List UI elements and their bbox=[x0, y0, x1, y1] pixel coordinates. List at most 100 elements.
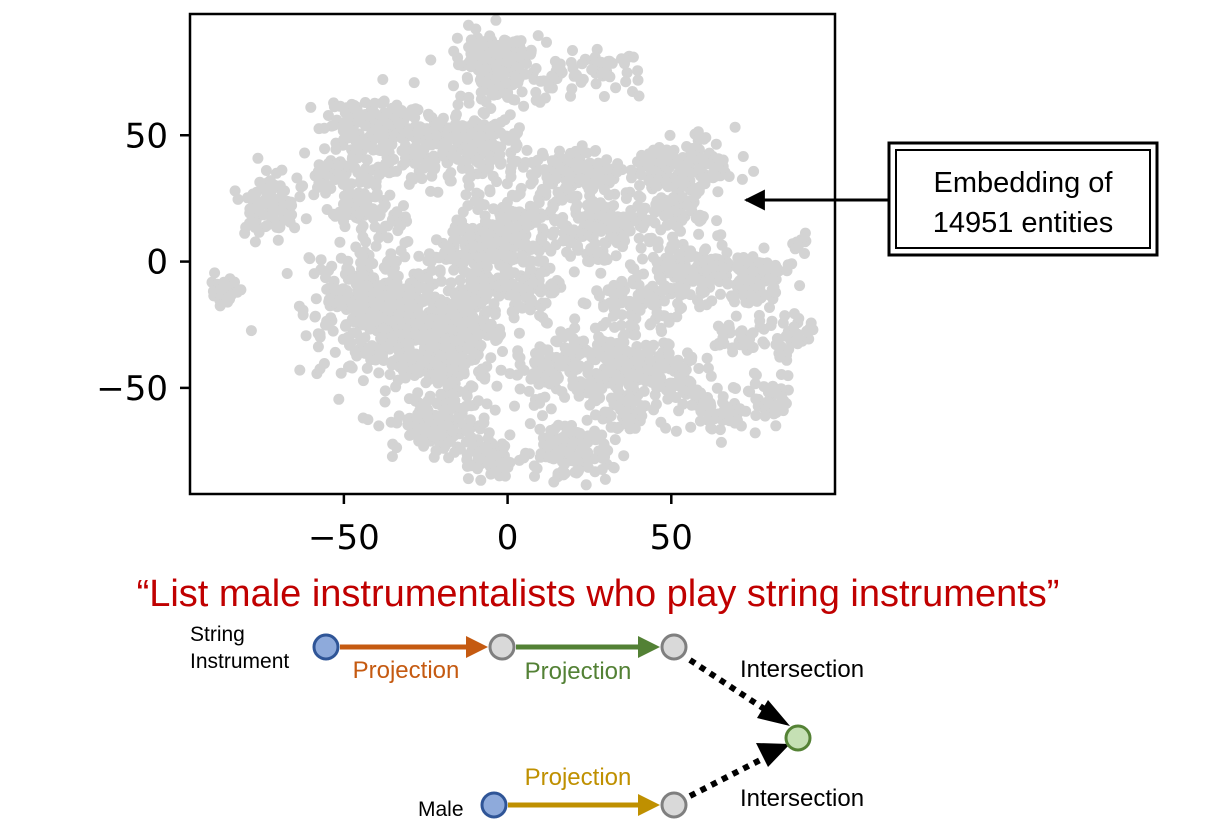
scatter-point bbox=[416, 173, 428, 185]
scatter-point bbox=[637, 253, 648, 265]
scatter-point bbox=[508, 267, 520, 279]
scatter-point bbox=[276, 164, 288, 176]
scatter-point bbox=[462, 473, 474, 485]
scatter-point bbox=[633, 90, 645, 102]
scatter-point bbox=[514, 51, 526, 63]
scatter-point bbox=[515, 35, 527, 47]
scatter-point bbox=[681, 200, 693, 211]
scatter-point bbox=[486, 240, 498, 251]
scatter-point bbox=[378, 160, 390, 172]
variable-node-2 bbox=[660, 633, 688, 661]
scatter-point bbox=[774, 351, 786, 363]
scatter-point bbox=[605, 336, 617, 348]
scatter-point bbox=[469, 195, 481, 207]
scatter-point bbox=[415, 401, 427, 412]
scatter-point bbox=[409, 328, 421, 340]
scatter-point bbox=[357, 319, 369, 331]
scatter-point bbox=[329, 284, 341, 296]
scatter-point bbox=[590, 173, 602, 185]
scatter-point bbox=[424, 390, 436, 402]
scatter-point bbox=[664, 129, 676, 141]
scatter-point bbox=[328, 119, 340, 131]
scatter-point bbox=[579, 439, 590, 451]
scatter-point bbox=[663, 316, 675, 328]
scatter-point bbox=[357, 220, 369, 232]
scatter-point bbox=[284, 216, 296, 228]
scatter-point bbox=[643, 233, 655, 244]
scatter-point bbox=[494, 217, 506, 229]
scatter-point bbox=[792, 240, 804, 252]
scatter-point bbox=[335, 367, 347, 379]
scatter-point bbox=[330, 143, 342, 155]
intersection-label-bottom: Intersection bbox=[740, 785, 864, 812]
scatter-point bbox=[314, 328, 326, 340]
scatter-point bbox=[535, 448, 547, 460]
scatter-point bbox=[318, 122, 330, 134]
scatter-point bbox=[361, 154, 373, 166]
scatter-point bbox=[571, 157, 582, 169]
scatter-point bbox=[534, 423, 546, 435]
scatter-point bbox=[308, 268, 320, 280]
scatter-point bbox=[644, 163, 656, 175]
scatter-point bbox=[451, 32, 463, 44]
scatter-point bbox=[534, 255, 546, 267]
scatter-point bbox=[659, 210, 671, 222]
intersection-edge-bottom bbox=[688, 753, 770, 799]
scatter-point bbox=[465, 460, 477, 472]
scatter-point bbox=[472, 395, 484, 407]
scatter-point bbox=[249, 236, 261, 248]
scatter-point bbox=[620, 193, 632, 204]
scatter-point bbox=[705, 370, 717, 382]
scatter-point bbox=[740, 405, 752, 417]
scatter-point bbox=[463, 268, 475, 280]
scatter-point bbox=[417, 296, 429, 307]
scatter-point bbox=[633, 356, 645, 368]
scatter-point bbox=[251, 186, 263, 198]
scatter-point bbox=[485, 318, 497, 330]
scatter-point bbox=[395, 245, 407, 257]
scatter-point bbox=[475, 131, 487, 143]
scatter-point bbox=[794, 280, 806, 292]
scatter-point bbox=[513, 327, 525, 339]
scatter-point bbox=[658, 284, 670, 296]
scatter-point bbox=[459, 358, 471, 370]
scatter-point bbox=[402, 290, 414, 302]
scatter-point bbox=[456, 120, 468, 132]
projection-arrowhead-1 bbox=[466, 636, 488, 658]
scatter-point bbox=[649, 297, 661, 309]
scatter-point bbox=[402, 236, 414, 247]
scatter-point bbox=[711, 382, 723, 394]
scatter-point bbox=[712, 186, 724, 198]
scatter-point bbox=[586, 64, 598, 76]
plot-frame bbox=[188, 12, 837, 496]
scatter-point bbox=[416, 282, 428, 294]
scatter-point bbox=[562, 183, 574, 195]
scatter-point bbox=[591, 246, 603, 258]
scatter-point bbox=[367, 306, 379, 318]
scatter-point bbox=[445, 167, 457, 179]
scatter-point bbox=[463, 163, 475, 175]
scatter-point bbox=[514, 383, 526, 395]
scatter-point bbox=[517, 161, 529, 173]
scatter-point bbox=[455, 224, 467, 236]
scatter-point bbox=[599, 201, 611, 213]
scatter-point bbox=[562, 166, 574, 178]
scatter-point bbox=[799, 248, 810, 259]
scatter-point bbox=[476, 363, 488, 375]
scatter-point bbox=[499, 114, 511, 126]
scatter-point bbox=[475, 339, 487, 351]
scatter-point bbox=[498, 441, 510, 453]
scatter-point bbox=[735, 274, 747, 285]
scatter-point bbox=[539, 164, 551, 176]
scatter-point bbox=[482, 457, 494, 469]
scatter-point bbox=[391, 165, 402, 177]
scatter-point bbox=[382, 232, 394, 244]
scatter-point bbox=[532, 30, 544, 42]
scatter-point bbox=[383, 338, 394, 350]
scatter-point bbox=[485, 468, 497, 480]
scatter-point bbox=[466, 315, 478, 327]
scatter-point bbox=[462, 332, 474, 344]
scatter-point bbox=[758, 242, 770, 254]
scatter-point bbox=[528, 368, 540, 379]
x-tick-label: −50 bbox=[308, 518, 380, 558]
